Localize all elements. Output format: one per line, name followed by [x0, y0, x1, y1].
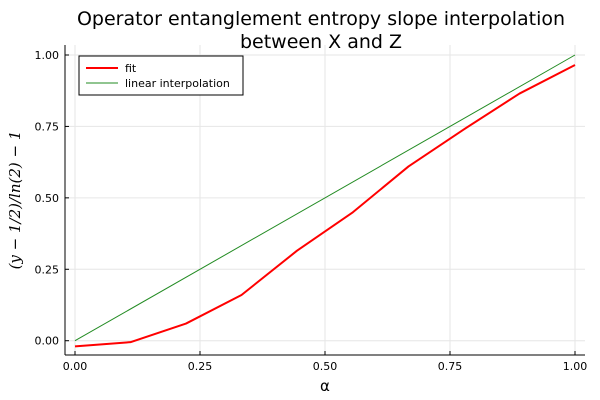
grid: [65, 45, 585, 355]
chart-title-line-1: Operator entanglement entropy slope inte…: [77, 8, 565, 30]
plot-series: [74, 54, 576, 348]
x-axis-label: α: [320, 377, 330, 395]
y-axis-label: (y − 1/2)/ln(2) − 1: [6, 131, 24, 270]
y-tick-label: 0.25: [35, 263, 60, 276]
y-tick-label: 0.50: [35, 192, 60, 205]
legend: fit linear interpolation: [78, 55, 244, 96]
chart-title-line-2: between X and Z: [240, 31, 402, 53]
y-tick-label: 0.75: [35, 120, 60, 133]
x-tick-label: 0.75: [438, 360, 463, 373]
legend-box: [78, 55, 244, 96]
series-line-linear-interpolation: [74, 54, 576, 342]
series-line-fit: [74, 64, 576, 348]
x-tick-label: 0.50: [313, 360, 338, 373]
legend-label-fit: fit: [125, 62, 137, 75]
y-tick-label: 0.00: [35, 335, 60, 348]
x-tick-label: 1.00: [563, 360, 588, 373]
x-tick-label: 0.25: [188, 360, 213, 373]
y-ticks: 0.00 0.25 0.50 0.75 1.00: [35, 49, 69, 348]
x-ticks: 0.00 0.25 0.50 0.75 1.00: [63, 351, 588, 373]
x-tick-label: 0.00: [63, 360, 88, 373]
legend-label-linear-interpolation: linear interpolation: [125, 77, 230, 90]
y-tick-label: 1.00: [35, 49, 60, 62]
